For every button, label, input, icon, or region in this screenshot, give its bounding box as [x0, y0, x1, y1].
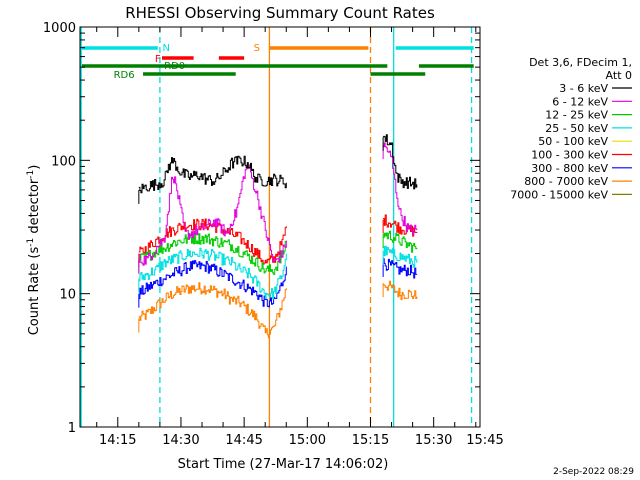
legend-label-50-100-kev: 50 - 100 keV — [538, 135, 608, 148]
legend-label-25-50-kev: 25 - 50 keV — [545, 122, 608, 135]
tick-labels: 1 10 100 1000 14:15 14:30 14:45 15:00 15:15 15:30… — [43, 21, 504, 448]
series-line-6-12-kev-2 — [383, 142, 418, 236]
y-tick-label-10: 10 — [59, 288, 76, 303]
series-line-800-7000-kev-1 — [138, 282, 287, 339]
y-label-sup1: -1 — [26, 238, 36, 247]
series-3-6-kev — [138, 134, 418, 204]
legend-label-3-6-kev: 3 - 6 keV — [559, 82, 608, 95]
flag-label-n: N — [162, 43, 169, 54]
y-label-end: ) — [27, 165, 42, 170]
series-line-3-6-kev-2 — [383, 134, 418, 190]
series-line-25-50-kev-2 — [383, 245, 418, 268]
flag-label-s: S — [254, 43, 260, 54]
y-label-mid: detector — [27, 178, 42, 238]
legend-label-6-12-kev: 6 - 12 keV — [552, 95, 608, 108]
legend-label-800-7000-kev: 800 - 7000 keV — [524, 175, 608, 188]
x-tick-label-15-15: 15:15 — [352, 433, 389, 448]
series-800-7000-kev — [138, 280, 418, 339]
plot-frame — [79, 26, 481, 428]
chart-title: RHESSI Observing Summary Count Rates — [125, 4, 435, 22]
x-axis-label: Start Time (27-Mar-17 14:06:02) — [178, 457, 389, 472]
series-line-300-800-kev-2 — [383, 258, 418, 279]
x-tick-label-14-15: 14:15 — [99, 433, 136, 448]
legend-header-line-1: Det 3,6, FDecim 1, — [529, 56, 632, 69]
generation-timestamp: 2-Sep-2022 08:29 — [553, 467, 634, 477]
legend-label-300-800-kev: 300 - 800 keV — [531, 162, 608, 175]
x-tick-label-14-30: 14:30 — [162, 433, 199, 448]
legend-label-7000-15000-kev: 7000 - 15000 keV — [510, 188, 608, 201]
x-tick-label-14-45: 14:45 — [225, 433, 262, 448]
series-line-800-7000-kev-2 — [383, 280, 418, 301]
flag-label-rd6: RD6 — [114, 70, 135, 81]
x-tick-label-15-30: 15:30 — [415, 433, 452, 448]
x-tick-label-15-45: 15:45 — [466, 433, 503, 448]
flag-label-f: F — [155, 54, 161, 65]
y-label-main: Count Rate (s — [27, 247, 42, 336]
series-line-3-6-kev-1 — [138, 155, 287, 194]
x-tick-label-15-00: 15:00 — [289, 433, 326, 448]
legend-label-100-300-kev: 100 - 300 keV — [531, 149, 608, 162]
legend-label-12-25-kev: 12 - 25 keV — [545, 109, 608, 122]
series-line-25-50-kev-1 — [138, 247, 287, 300]
y-tick-label-1000: 1000 — [43, 21, 76, 36]
series-line-300-800-kev-1 — [138, 260, 287, 308]
y-axis-label: Count Rate (s-1 detector-1) — [26, 165, 42, 336]
series-line-12-25-kev-2 — [383, 230, 418, 253]
legend-header-line-2: Att 0 — [606, 69, 632, 82]
vertical-markers — [80, 27, 473, 427]
flag-label-rd0: RD0 — [164, 61, 185, 72]
axes — [79, 26, 481, 428]
series-line-6-12-kev-1 — [138, 164, 287, 266]
series-group — [138, 134, 418, 339]
y-tick-label-1: 1 — [68, 421, 76, 436]
y-label-sup2: -1 — [26, 170, 36, 179]
series-25-50-kev — [138, 245, 418, 300]
y-tick-label-100: 100 — [51, 154, 76, 169]
series-line-12-25-kev-1 — [138, 232, 287, 275]
series-300-800-kev — [138, 258, 418, 308]
